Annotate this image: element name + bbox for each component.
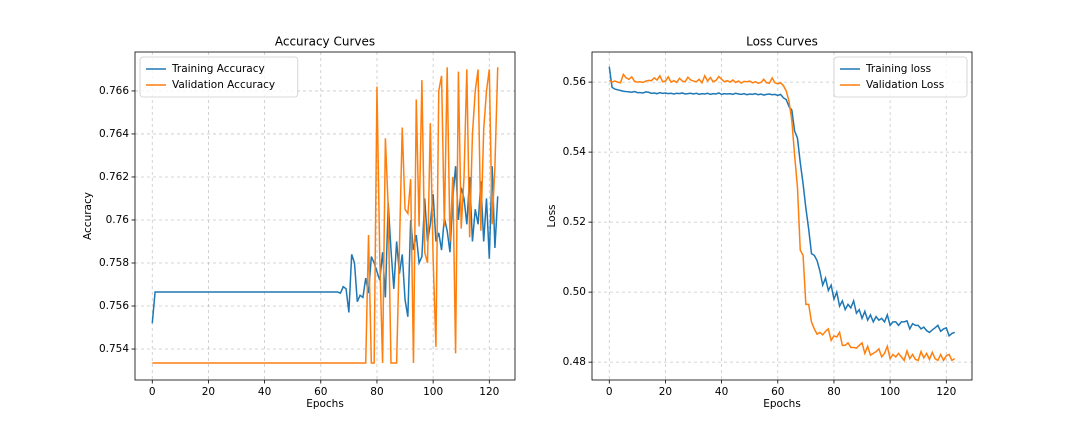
legend: Training Accuracy Validation Accuracy (139, 56, 299, 98)
axes-frame (134, 51, 516, 381)
chart-title: Accuracy Curves (275, 35, 375, 49)
y-tick-label: 0.756 (99, 300, 129, 312)
x-tick-label: 80 (370, 386, 383, 398)
y-tick-label: 0.758 (99, 257, 129, 269)
x-tick-label: 0 (606, 386, 613, 398)
y-tick-label: 0.48 (563, 356, 586, 368)
y-tick-label: 0.754 (99, 343, 129, 355)
x-tick-label: 20 (659, 386, 672, 398)
legend-label: Training loss (865, 63, 931, 75)
x-tick-label: 60 (314, 386, 327, 398)
y-tick-label: 0.76 (106, 214, 130, 226)
legend-box (139, 56, 299, 98)
y-tick-label: 0.52 (563, 216, 586, 228)
x-tick-label: 100 (423, 386, 443, 398)
y-axis-label: Loss (546, 204, 558, 227)
y-tick-label: 0.762 (99, 171, 129, 183)
line-series (608, 72, 956, 362)
x-axis-label: Epochs (763, 398, 801, 410)
x-tick-label: 40 (258, 386, 271, 398)
plot-area (592, 52, 972, 380)
chart-title: Loss Curves (746, 35, 818, 49)
x-tick-label: 40 (715, 386, 728, 398)
y-tick-label: 0.56 (563, 76, 587, 88)
y-tick-label: 0.764 (99, 128, 129, 140)
line-series (151, 166, 499, 324)
x-tick-label: 120 (479, 386, 499, 398)
legend-box (833, 56, 968, 98)
legend: Training loss Validation Loss (833, 56, 968, 98)
legend-label: Validation Loss (866, 79, 944, 91)
x-tick-label: 0 (149, 386, 156, 398)
x-tick-label: 60 (771, 386, 784, 398)
line-series (608, 66, 955, 338)
x-tick-label: 80 (827, 386, 840, 398)
y-tick-label: 0.50 (563, 286, 586, 298)
y-tick-label: 0.54 (563, 146, 587, 158)
x-axis-label: Epochs (306, 398, 344, 410)
x-tick-label: 100 (880, 386, 900, 398)
legend-label: Validation Accuracy (172, 79, 275, 91)
x-tick-label: 20 (202, 386, 215, 398)
legend-label: Training Accuracy (171, 63, 265, 75)
y-tick-label: 0.766 (99, 85, 129, 97)
x-tick-label: 120 (936, 386, 956, 398)
line-series (152, 67, 499, 364)
axes-frame (591, 51, 973, 381)
y-axis-label: Accuracy (82, 192, 94, 240)
